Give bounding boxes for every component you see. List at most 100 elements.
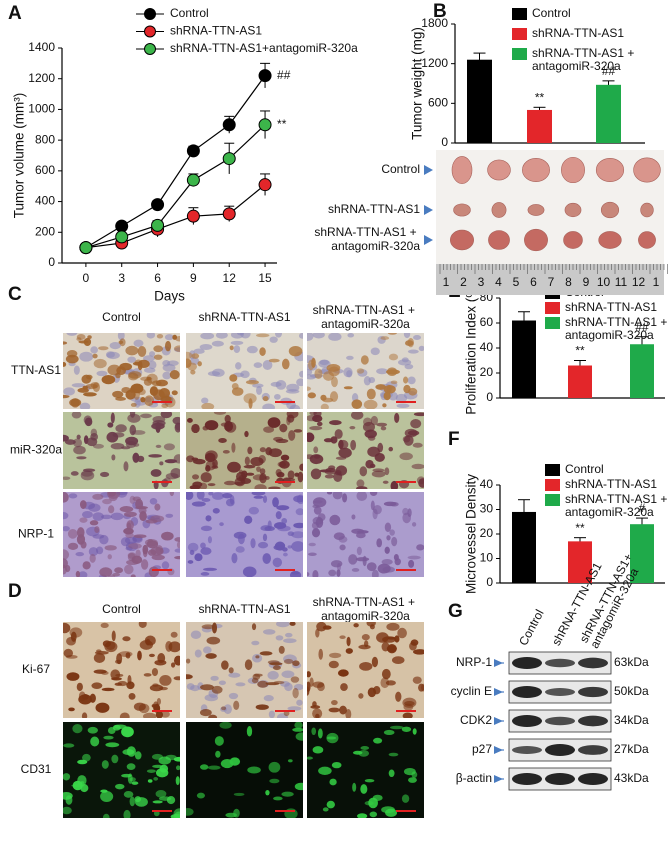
significance: ## [277,68,291,82]
nucleus [274,393,281,400]
stain [363,399,378,409]
stain [228,667,234,674]
nucleus [262,629,276,635]
stain [370,415,378,426]
stain [331,700,338,706]
legend-label: shRNA-TTN-AS1 + antagomiR-320a [532,46,638,73]
stain [289,622,296,626]
stain [68,707,75,712]
stain [107,422,114,428]
bar [512,320,536,398]
legend-marker [144,25,156,38]
stain [165,754,177,761]
stain [90,736,100,747]
stain [147,779,153,783]
stain [148,454,163,458]
stain [155,444,162,448]
stain [243,464,256,469]
stain [63,394,70,399]
stain [186,492,194,501]
stain [238,469,243,474]
stain [381,668,391,680]
stain [215,750,221,758]
band [545,716,575,726]
stain [153,776,159,781]
row-label: shRNA-TTN-AS1 + antagomiR-320a [314,225,420,253]
bar [596,84,621,143]
stain [315,713,320,718]
y-tick-label: 0 [441,135,448,149]
stain [87,726,98,734]
legend-marker [144,43,156,55]
stain [412,676,422,684]
nucleus [407,376,416,385]
stain [119,362,133,371]
stain [153,354,163,360]
stain [274,522,287,530]
stain [142,547,148,558]
stain [151,753,163,760]
size-label: 34kDa [614,713,649,727]
stain [292,660,300,667]
stain [125,532,134,539]
ruler-number: 6 [530,275,537,289]
stain [199,709,212,717]
stain [63,492,69,503]
stain [367,446,380,457]
micrograph-bg [186,722,303,818]
stain [294,782,303,791]
y-axis-label: Tumor volume (mm³) [12,93,27,219]
stain [268,761,281,773]
stain [154,503,161,511]
stain [258,541,269,549]
stain [295,508,303,516]
stain [364,779,375,783]
stain [135,498,144,510]
tumor [491,202,507,218]
stain [107,364,122,376]
stain [282,477,296,482]
row-label: miR-320a [10,443,62,457]
stain [364,640,369,648]
stain [314,368,323,380]
stain [148,653,155,658]
stain [200,472,212,483]
stain [151,704,156,708]
stain [125,652,131,659]
stain [382,403,387,408]
marker [186,173,200,187]
stain [376,538,383,548]
stain [220,758,234,769]
stain [146,769,156,773]
micrograph [307,722,424,818]
stain [235,546,245,553]
stain [272,665,281,671]
stain [115,372,121,379]
stain [175,776,180,786]
stain [350,439,357,451]
stain [107,726,116,735]
row-label: Control [381,162,420,176]
stain [173,676,180,681]
stain [373,505,382,515]
stain [384,522,392,533]
stain [294,472,300,477]
stain [199,764,209,770]
stain [269,778,280,784]
stain [119,712,130,718]
stain [63,806,72,815]
stain [369,624,375,630]
stain [79,517,88,523]
stain [114,567,124,574]
stain [137,650,142,661]
stain [113,724,127,729]
stain [292,727,303,732]
legend-swatch [545,302,560,314]
stain [131,781,139,785]
stain [155,768,169,778]
nucleus [167,360,179,366]
row-label: TTN-AS1 [11,363,61,377]
stain [63,648,74,658]
legend-label: shRNA-TTN-AS1 [565,300,657,314]
